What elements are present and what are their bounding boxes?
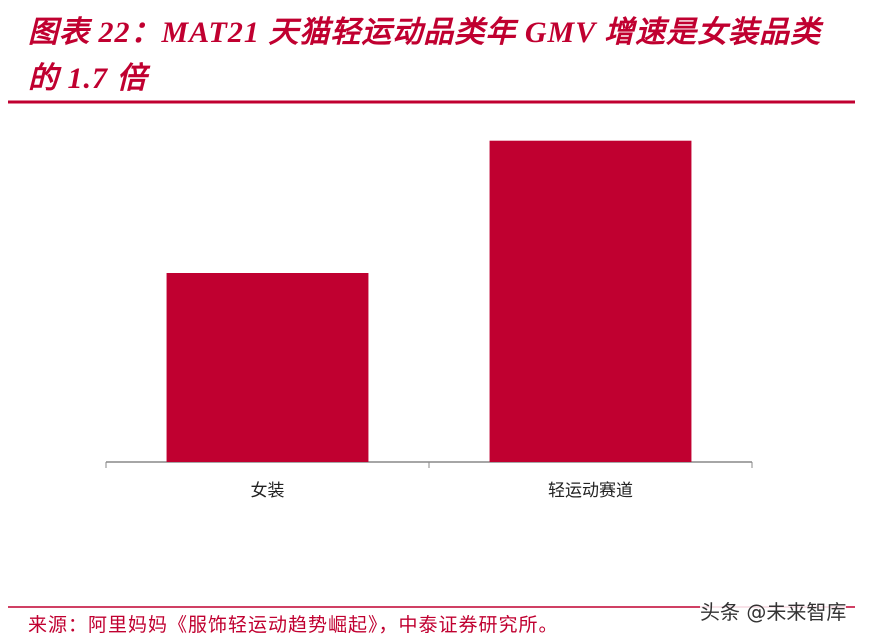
watermark: 头条 @未来智库: [700, 596, 847, 625]
x-tick-label: 女装: [251, 481, 285, 501]
bar: [166, 273, 369, 462]
bar: [489, 140, 692, 462]
chart-title: 图表 22：MAT21 天猫轻运动品类年 GMV 增速是女装品类的 1.7 倍: [28, 16, 822, 95]
x-tick-label: 轻运动赛道: [548, 480, 633, 501]
source-note: 来源：阿里妈妈《服饰轻运动趋势崛起》，中泰证券研究所。: [28, 615, 559, 636]
